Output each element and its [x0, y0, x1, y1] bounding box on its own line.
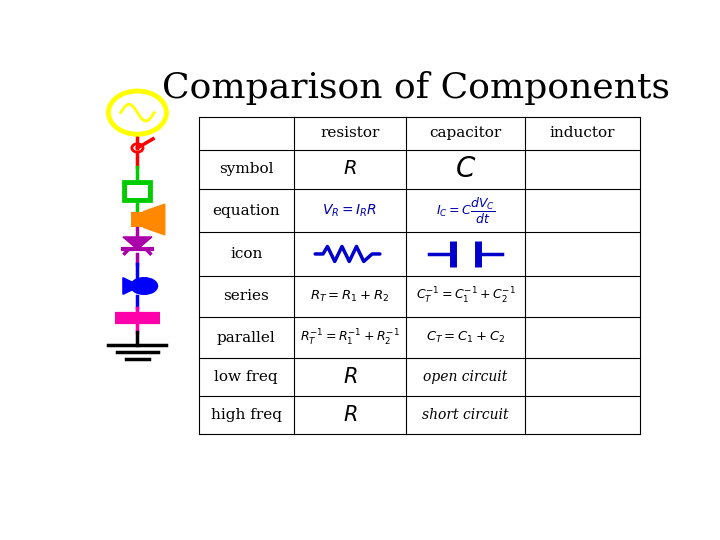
Polygon shape — [143, 204, 165, 235]
Polygon shape — [123, 237, 152, 249]
Text: parallel: parallel — [217, 330, 276, 345]
Text: low freq: low freq — [215, 370, 278, 384]
Text: short circuit: short circuit — [422, 408, 509, 422]
Text: equation: equation — [212, 204, 280, 218]
Text: $V_R = I_R R$: $V_R = I_R R$ — [322, 202, 377, 219]
Text: $\mathit{C}$: $\mathit{C}$ — [455, 156, 476, 184]
Text: high freq: high freq — [211, 408, 282, 422]
Text: icon: icon — [230, 247, 262, 261]
Text: $I_C = C\dfrac{dV_C}{dt}$: $I_C = C\dfrac{dV_C}{dt}$ — [436, 196, 495, 226]
Text: inductor: inductor — [549, 126, 615, 140]
Text: $C_T = C_1 + C_2$: $C_T = C_1 + C_2$ — [426, 330, 505, 345]
Text: symbol: symbol — [219, 163, 274, 177]
Text: open circuit: open circuit — [423, 370, 508, 384]
Text: $R_T = R_1 + R_2$: $R_T = R_1 + R_2$ — [310, 289, 390, 304]
Text: series: series — [223, 289, 269, 303]
Text: capacitor: capacitor — [429, 126, 502, 140]
Bar — [127, 185, 148, 198]
Polygon shape — [123, 278, 140, 294]
Text: $\mathbf{\mathit{R}}$: $\mathbf{\mathit{R}}$ — [343, 367, 357, 387]
Text: $R_T^{-1} = R_1^{-1} + R_2^{-1}$: $R_T^{-1} = R_1^{-1} + R_2^{-1}$ — [300, 328, 400, 348]
Text: resistor: resistor — [320, 126, 379, 140]
Bar — [124, 181, 151, 201]
Bar — [131, 212, 143, 227]
Ellipse shape — [131, 278, 158, 294]
Text: $R$: $R$ — [343, 160, 356, 178]
Text: Comparison of Components: Comparison of Components — [163, 71, 670, 105]
Text: $C_T^{-1} = C_1^{-1} + C_2^{-1}$: $C_T^{-1} = C_1^{-1} + C_2^{-1}$ — [415, 286, 516, 306]
Text: $\mathbf{\mathit{R}}$: $\mathbf{\mathit{R}}$ — [343, 406, 357, 426]
